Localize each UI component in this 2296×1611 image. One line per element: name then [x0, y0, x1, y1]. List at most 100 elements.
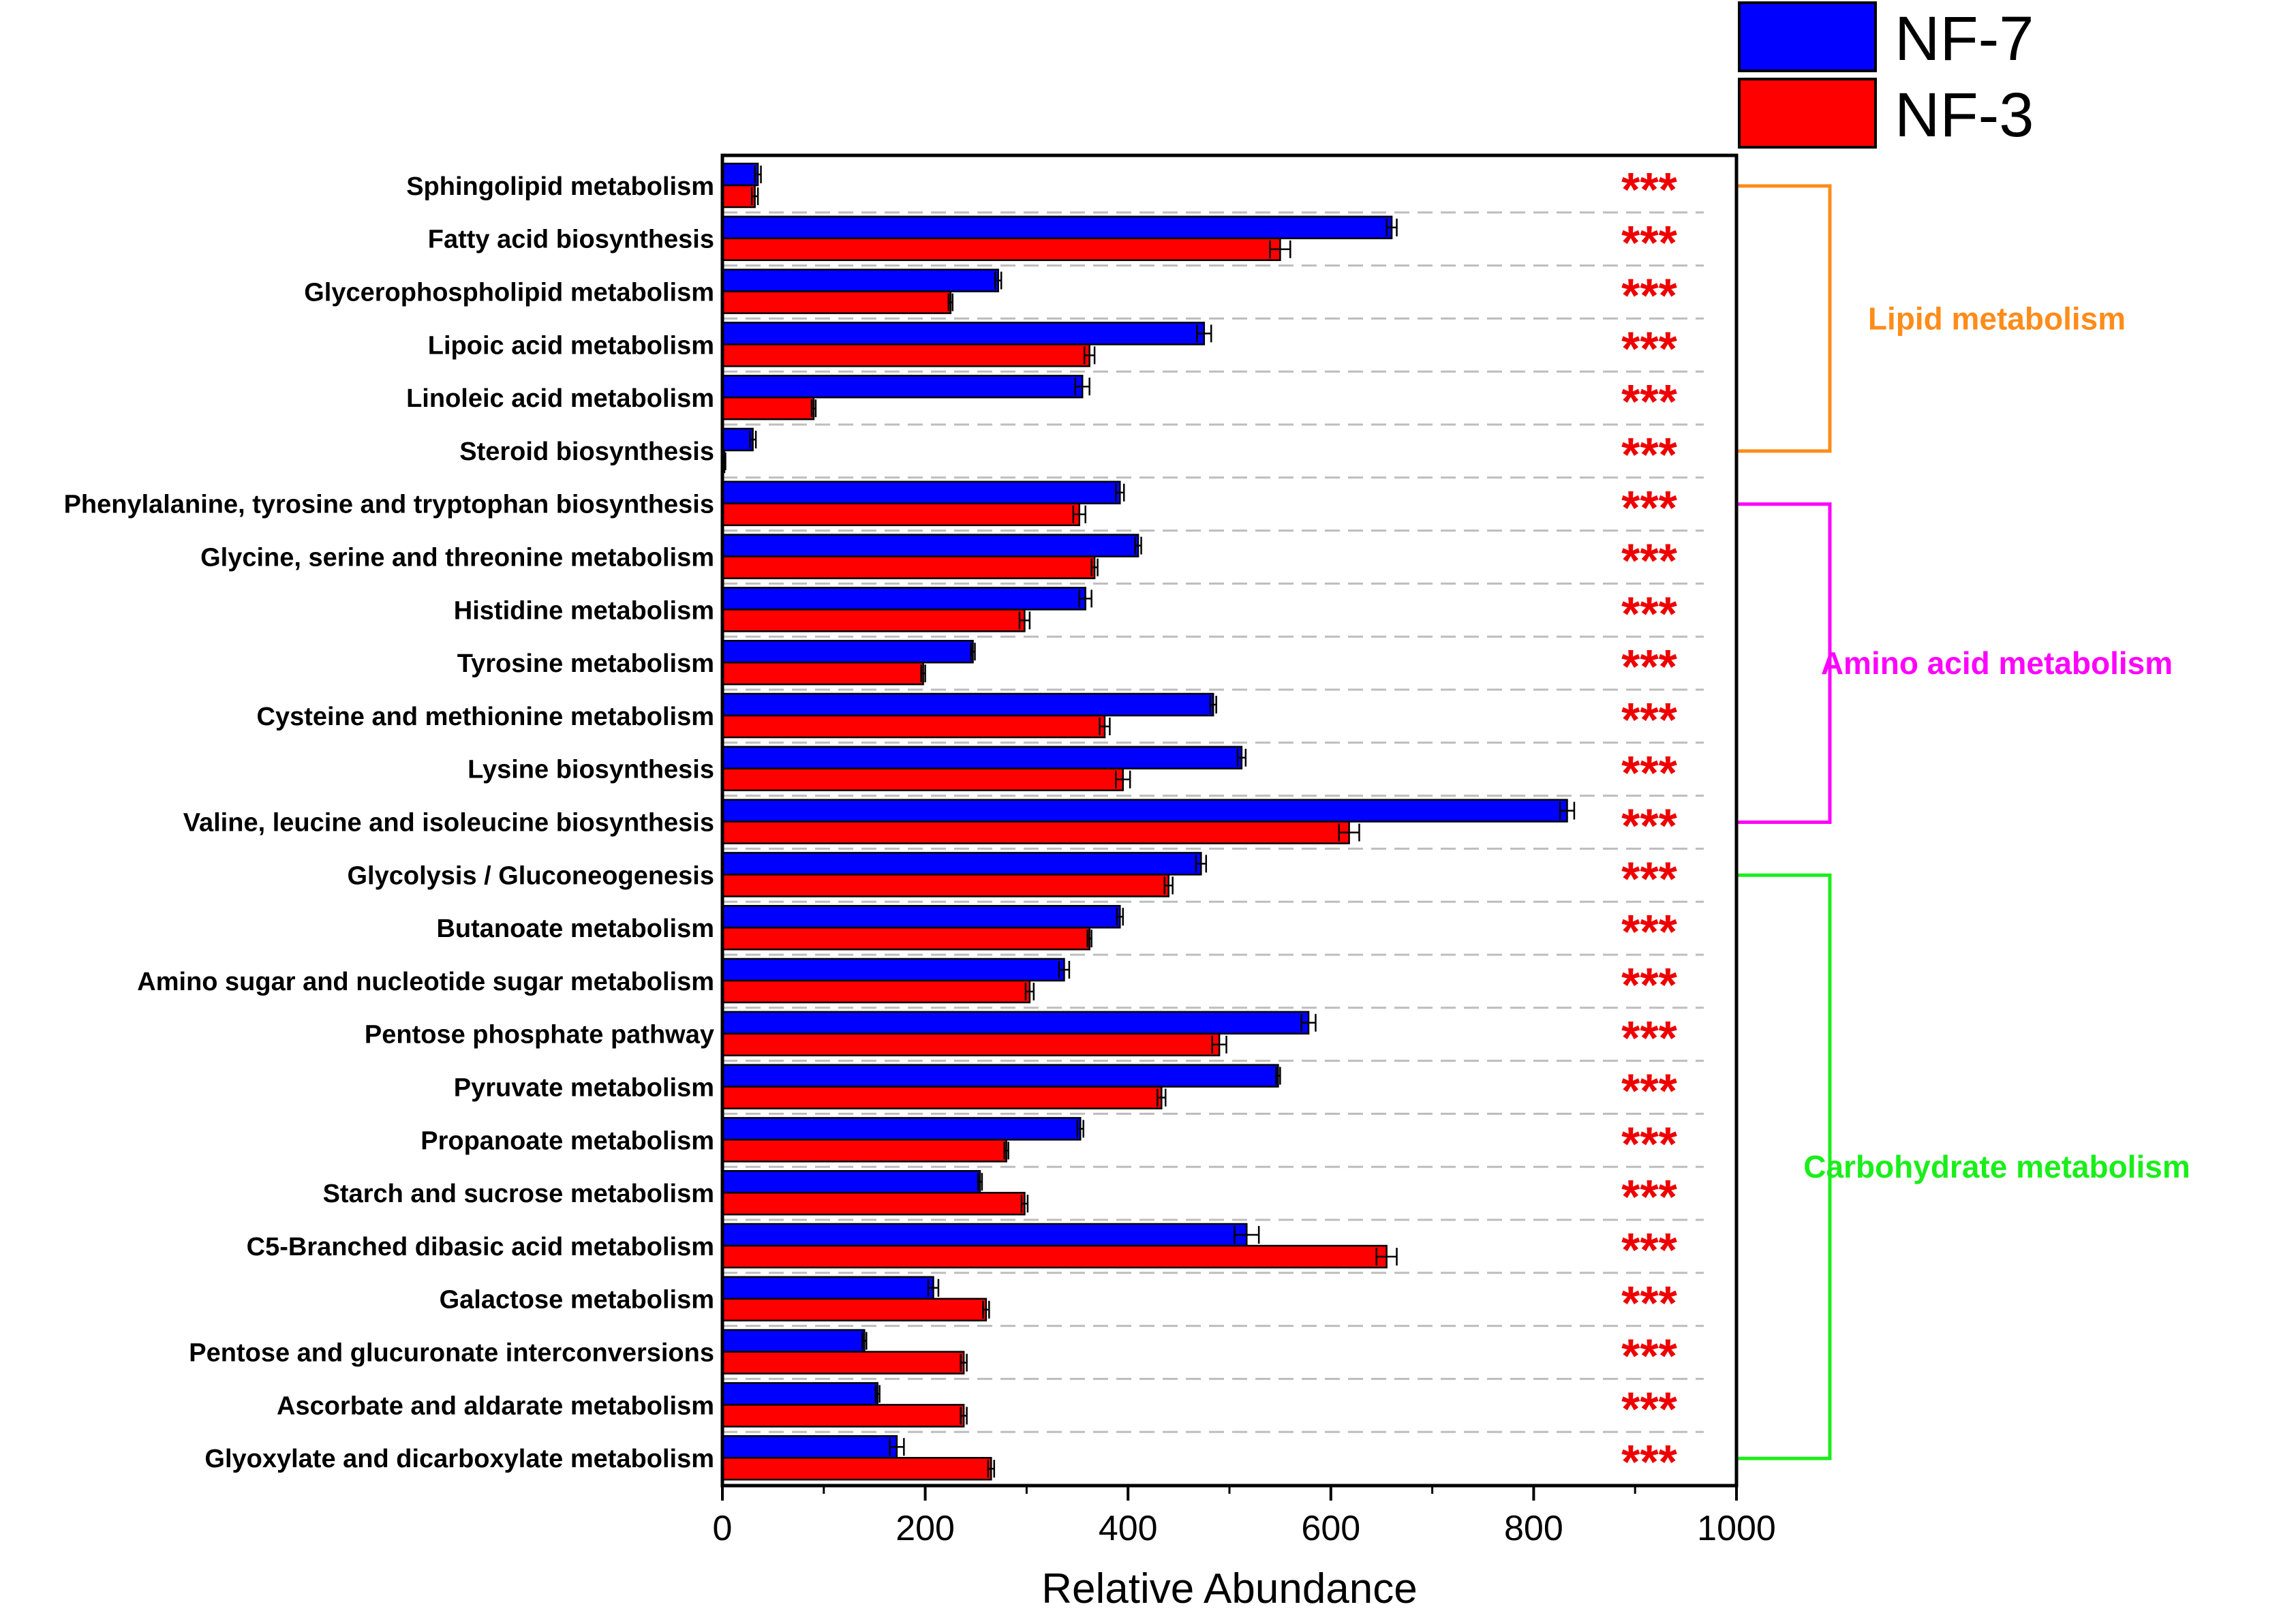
significance-mark: ***: [1621, 216, 1677, 269]
bar-nf-3: [721, 926, 1090, 951]
bar-nf-7: [721, 480, 1121, 505]
category-label: Galactose metabolism: [440, 1286, 714, 1315]
group-bracket: [1736, 502, 1832, 824]
significance-mark: ***: [1621, 587, 1677, 640]
category-label: Glycerophospholipid metabolism: [304, 279, 714, 307]
bar-nf-7: [721, 215, 1393, 240]
bar-nf-7: [721, 534, 1139, 557]
bar-nf-7: [721, 1434, 898, 1459]
category-label: Lipoic acid metabolism: [428, 331, 714, 360]
bar-nf-7: [721, 374, 1084, 399]
bar-nf-7: [721, 852, 1202, 876]
category-label: Cysteine and methionine metabolism: [257, 703, 714, 731]
bar-nf-7: [721, 1276, 934, 1300]
bar-nf-3: [721, 714, 1106, 739]
significance-mark: ***: [1621, 481, 1677, 534]
significance-mark: ***: [1621, 746, 1677, 799]
group-bracket: [1736, 184, 1832, 453]
x-tick-label: 200: [896, 1509, 955, 1548]
category-labels: Sphingolipid metabolism Fatty acid biosyn…: [64, 172, 714, 1473]
bar-nf-7: [721, 1169, 981, 1194]
bar-nf-3: [721, 1244, 1388, 1269]
category-label: Linoleic acid metabolism: [406, 384, 714, 413]
bar-nf-3: [721, 1351, 965, 1375]
category-label: Valine, leucine and isoleucine biosynthe…: [183, 809, 714, 838]
bar-nf-7: [721, 427, 754, 452]
category-label: Starch and sucrose metabolism: [323, 1180, 714, 1208]
significance-mark: ***: [1621, 1223, 1677, 1276]
x-tick-label: 800: [1504, 1509, 1563, 1548]
bar-nf-3: [721, 661, 924, 686]
bar-nf-7: [721, 1329, 866, 1353]
bar-nf-7: [721, 1117, 1082, 1141]
significance-mark: ***: [1621, 322, 1677, 375]
grid-lines: [722, 211, 1704, 1433]
category-label: Histidine metabolism: [454, 596, 714, 625]
x-tick-label: 400: [1099, 1509, 1158, 1548]
group-label: Carbohydrate metabolism: [1803, 1149, 2190, 1184]
bar-nf-7: [721, 162, 759, 187]
significance-mark: ***: [1621, 269, 1677, 322]
significance-mark: ***: [1621, 163, 1677, 216]
bar-nf-7: [721, 1382, 878, 1406]
bar-nf-3: [721, 237, 1281, 262]
significance-mark: ***: [1621, 1330, 1677, 1383]
bar-nf-3: [721, 1032, 1221, 1057]
significance-mark: ***: [1621, 640, 1677, 693]
group-brackets: Lipid metabolism Amino acid metabolism Car…: [1736, 184, 2190, 1460]
bar-nf-3: [721, 979, 1031, 1004]
bar-nf-7: [721, 1223, 1248, 1247]
category-label: Tyrosine metabolism: [457, 649, 714, 678]
significance-mark: ***: [1621, 1435, 1677, 1488]
bar-nf-3: [721, 874, 1169, 897]
bar-nf-3: [721, 184, 756, 209]
category-label: Pyruvate metabolism: [454, 1074, 714, 1103]
significance-mark: ***: [1621, 1011, 1677, 1064]
bar-nf-7: [721, 322, 1206, 346]
category-label: Butanoate metabolism: [436, 915, 714, 943]
significance-mark: ***: [1621, 1382, 1677, 1435]
bar-nf-7: [721, 692, 1214, 717]
bars: [721, 162, 1576, 1481]
bar-nf-7: [721, 957, 1065, 982]
category-label: C5-Branched dibasic acid metabolism: [247, 1233, 714, 1261]
bar-nf-3: [721, 1139, 1007, 1163]
bar-nf-7: [721, 1064, 1279, 1088]
legend-swatch-nf-7: [1738, 1, 1877, 72]
bar-nf-7: [721, 904, 1121, 929]
bar-nf-3: [721, 1456, 992, 1481]
bar-nf-7: [721, 268, 999, 292]
bar-nf-3: [721, 1086, 1163, 1109]
x-axis: 0 200 400 600 800 1000: [713, 1486, 1776, 1548]
significance-mark: ***: [1621, 905, 1677, 958]
significance-mark: ***: [1621, 693, 1677, 746]
group-bracket: [1736, 873, 1832, 1460]
group-label: Lipid metabolism: [1868, 301, 2126, 336]
legend-label: NF-7: [1895, 4, 2034, 74]
category-label: Pentose and glucuronate interconversions: [189, 1339, 714, 1368]
bar-nf-3: [721, 396, 815, 420]
category-label: Glycolysis / Gluconeogenesis: [347, 861, 714, 890]
bar-nf-3: [721, 767, 1124, 792]
significance-mark: ***: [1621, 375, 1677, 428]
significance-mark: ***: [1621, 428, 1677, 481]
category-label: Steroid biosynthesis: [459, 438, 714, 466]
bar-nf-7: [721, 639, 974, 664]
category-label: Glycine, serine and threonine metabolism: [200, 544, 714, 572]
significance-marks: ****************************************…: [1621, 163, 1677, 1488]
category-label: Phenylalanine, tyrosine and tryptophan b…: [64, 491, 714, 519]
category-label: Pentose phosphate pathway: [365, 1021, 714, 1049]
bar-nf-7: [721, 1011, 1310, 1035]
significance-mark: ***: [1621, 852, 1677, 905]
bar-nf-3: [721, 1191, 1026, 1216]
significance-mark: ***: [1621, 1170, 1677, 1223]
significance-mark: ***: [1621, 1064, 1677, 1118]
significance-mark: ***: [1621, 799, 1677, 853]
bar-nf-3: [721, 343, 1090, 367]
bar-nf-3: [721, 820, 1350, 844]
x-tick-label: 600: [1301, 1509, 1360, 1548]
category-label: Lysine biosynthesis: [468, 756, 714, 784]
bar-nf-7: [721, 799, 1568, 823]
bar-nf-3: [721, 1404, 965, 1428]
